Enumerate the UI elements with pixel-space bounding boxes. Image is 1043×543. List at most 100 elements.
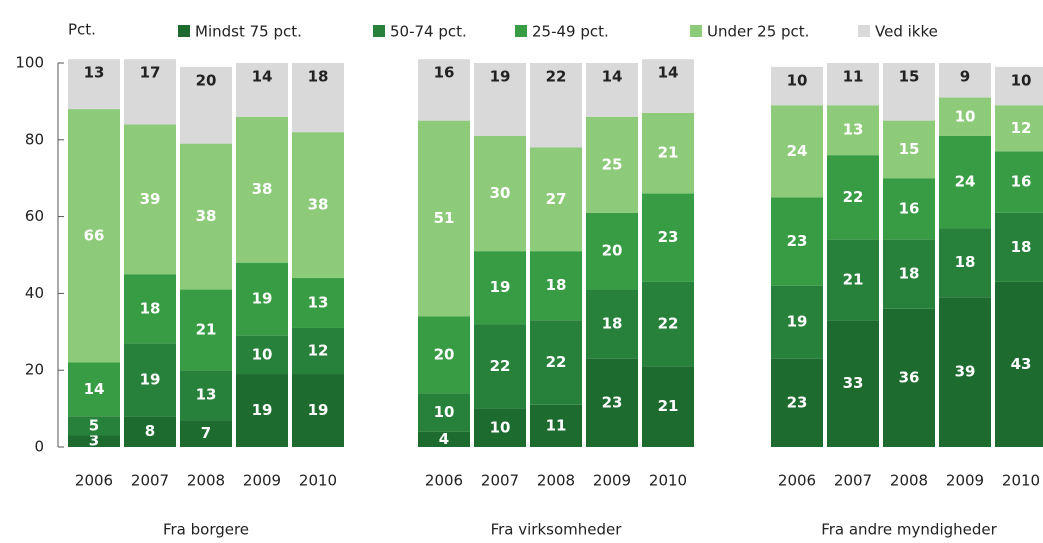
bar-segment bbox=[418, 316, 470, 394]
x-tick-label: 2009 bbox=[593, 472, 631, 490]
data-label: 10 bbox=[252, 345, 273, 363]
x-tick-label: 2009 bbox=[946, 472, 984, 490]
data-label: 19 bbox=[140, 370, 161, 388]
data-label: 66 bbox=[84, 226, 105, 244]
data-label: 19 bbox=[252, 290, 273, 308]
legend-label: 25-49 pct. bbox=[532, 23, 609, 41]
bar-segment bbox=[418, 120, 470, 317]
x-tick-label: 2010 bbox=[1002, 472, 1040, 490]
bar-segment bbox=[530, 251, 582, 321]
x-tick-label: 2010 bbox=[649, 472, 687, 490]
data-label: 5 bbox=[89, 416, 99, 434]
bar-segment bbox=[124, 416, 176, 447]
bar-segment bbox=[939, 63, 991, 98]
data-label: 38 bbox=[308, 196, 329, 214]
data-label: 14 bbox=[602, 68, 623, 86]
data-label: 18 bbox=[899, 265, 920, 283]
data-label: 22 bbox=[546, 68, 567, 86]
data-label: 19 bbox=[308, 401, 329, 419]
bar-segment bbox=[771, 66, 823, 106]
bar-segment bbox=[995, 151, 1043, 213]
data-label: 11 bbox=[546, 416, 567, 434]
bar-segment bbox=[530, 404, 582, 447]
x-tick-label: 2006 bbox=[75, 472, 113, 490]
bar-segment bbox=[292, 374, 344, 447]
bar-segment bbox=[642, 193, 694, 282]
data-label: 16 bbox=[899, 199, 920, 217]
data-label: 11 bbox=[843, 68, 864, 86]
bar-segment bbox=[827, 155, 879, 240]
legend-swatch bbox=[515, 25, 527, 37]
bar-segment bbox=[771, 358, 823, 447]
bar-segment bbox=[124, 59, 176, 125]
data-label: 14 bbox=[658, 64, 679, 82]
bar-segment bbox=[939, 228, 991, 298]
data-label: 19 bbox=[490, 68, 511, 86]
bar-segment bbox=[995, 212, 1043, 282]
data-label: 33 bbox=[843, 374, 864, 392]
bar-segment bbox=[586, 289, 638, 359]
bar-segment bbox=[292, 132, 344, 279]
bar-segment bbox=[883, 308, 935, 447]
bar-segment bbox=[771, 285, 823, 359]
group-label: Fra andre myndigheder bbox=[821, 521, 997, 539]
data-label: 10 bbox=[955, 107, 976, 125]
data-label: 19 bbox=[252, 401, 273, 419]
data-label: 21 bbox=[658, 144, 679, 162]
bar-segment bbox=[68, 362, 120, 417]
data-label: 10 bbox=[490, 418, 511, 436]
data-label: 39 bbox=[955, 363, 976, 381]
data-label: 21 bbox=[196, 320, 217, 338]
data-label: 20 bbox=[196, 71, 217, 89]
bar-segment bbox=[883, 63, 935, 121]
bar-segment bbox=[474, 135, 526, 252]
data-label: 10 bbox=[434, 403, 455, 421]
bar-segment bbox=[236, 374, 288, 447]
bar-segment bbox=[771, 105, 823, 198]
bar-segment bbox=[124, 274, 176, 344]
x-tick-label: 2008 bbox=[890, 472, 928, 490]
bar-segment bbox=[586, 212, 638, 290]
bar-segment bbox=[530, 320, 582, 405]
bar-segment bbox=[939, 297, 991, 447]
bar-segment bbox=[883, 178, 935, 240]
bar-segment bbox=[474, 408, 526, 447]
x-tick-label: 2007 bbox=[131, 472, 169, 490]
bar-segment bbox=[586, 63, 638, 117]
bar-segment bbox=[827, 239, 879, 321]
x-tick-label: 2006 bbox=[425, 472, 463, 490]
data-label: 22 bbox=[843, 188, 864, 206]
group-label: Fra borgere bbox=[163, 521, 249, 539]
data-label: 18 bbox=[955, 253, 976, 271]
bar-segment bbox=[586, 358, 638, 447]
bar-segment bbox=[586, 116, 638, 213]
data-label: 12 bbox=[1011, 119, 1032, 137]
x-tick-label: 2007 bbox=[834, 472, 872, 490]
bar-segment bbox=[771, 197, 823, 286]
data-label: 18 bbox=[140, 299, 161, 317]
bar-segment bbox=[939, 97, 991, 136]
data-label: 39 bbox=[140, 190, 161, 208]
data-label: 8 bbox=[145, 422, 155, 440]
legend-label: 50-74 pct. bbox=[390, 23, 467, 41]
bar-segment bbox=[939, 135, 991, 229]
data-label: 43 bbox=[1011, 355, 1032, 373]
data-label: 7 bbox=[201, 424, 211, 442]
legend-swatch bbox=[858, 25, 870, 37]
x-tick-label: 2010 bbox=[299, 472, 337, 490]
data-label: 14 bbox=[252, 68, 273, 86]
x-tick-label: 2007 bbox=[481, 472, 519, 490]
bar-segment bbox=[530, 63, 582, 148]
data-label: 36 bbox=[899, 368, 920, 386]
data-label: 18 bbox=[308, 68, 329, 86]
data-label: 22 bbox=[490, 357, 511, 375]
bar-segment bbox=[180, 66, 232, 144]
bar-segment bbox=[642, 281, 694, 367]
legend-label: Ved ikke bbox=[875, 23, 938, 41]
legend-label: Mindst 75 pct. bbox=[195, 23, 302, 41]
bar-segment bbox=[418, 431, 470, 447]
data-label: 38 bbox=[252, 180, 273, 198]
bar-segment bbox=[68, 435, 120, 447]
data-label: 20 bbox=[602, 242, 623, 260]
